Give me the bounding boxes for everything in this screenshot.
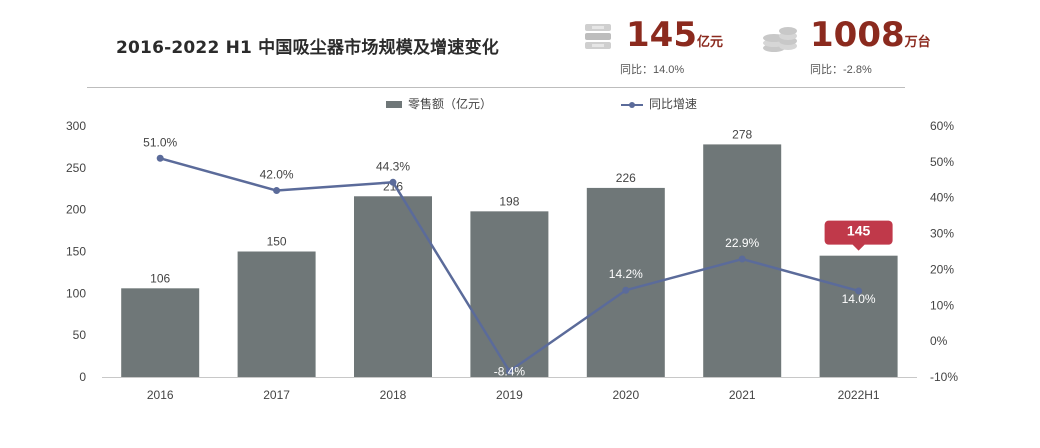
x-tick-label: 2020: [612, 388, 639, 402]
y-right-tick-label: 10%: [930, 298, 954, 312]
callout-value: 145: [847, 223, 871, 239]
volume-yoy: 同比：-2.8%: [810, 64, 872, 76]
legend-line-swatch: [621, 101, 643, 108]
sales-value: 145: [626, 15, 697, 55]
growth-point: [738, 255, 746, 263]
growth-point: [622, 286, 630, 294]
bar: [470, 211, 549, 377]
y-left-tick-label: 0: [79, 370, 86, 384]
x-tick-label: 2021: [729, 388, 756, 402]
sales-unit: 亿元: [696, 35, 723, 50]
growth-label: 22.9%: [725, 236, 759, 250]
growth-label: 44.3%: [376, 159, 410, 173]
legend-line: 同比增速: [621, 95, 697, 112]
legend-bar: 零售额（亿元）: [386, 95, 492, 112]
bar-value-label: 278: [732, 127, 752, 141]
growth-point: [855, 287, 863, 295]
y-right-tick-label: 30%: [930, 227, 954, 241]
growth-label: -8.4%: [494, 364, 526, 378]
legend-line-label: 同比增速: [649, 97, 698, 111]
bar-value-label: 198: [499, 194, 519, 208]
y-right-tick-label: 60%: [930, 119, 954, 133]
volume-value: 1008: [810, 15, 905, 55]
y-left-tick-label: 300: [66, 119, 86, 133]
bar: [354, 196, 432, 377]
y-left-tick-label: 50: [73, 328, 87, 342]
y-right-tick-label: 0%: [930, 334, 948, 348]
growth-label: 14.2%: [609, 267, 643, 281]
volume-unit: 万台: [904, 35, 931, 50]
y-right-tick-label: 50%: [930, 155, 954, 169]
bar: [237, 251, 316, 377]
callout-badge: [824, 220, 893, 251]
growth-point: [389, 178, 397, 186]
x-tick-label: 2018: [380, 388, 407, 402]
sales-yoy: 同比：14.0%: [620, 64, 685, 76]
bar-value-label: 106: [150, 271, 170, 285]
growth-label: 51.0%: [143, 135, 177, 149]
legend-bar-swatch: [386, 101, 402, 109]
y-left-tick-label: 150: [66, 245, 86, 259]
growth-point: [505, 367, 513, 375]
growth-point: [156, 154, 164, 162]
x-tick-label: 2017: [263, 388, 290, 402]
growth-label: 14.0%: [842, 292, 876, 306]
y-right-tick-label: 20%: [930, 262, 954, 276]
coins-icon: [763, 27, 797, 52]
y-left-tick-label: 100: [66, 286, 86, 300]
chart-title: 2016-2022 H1 中国吸尘器市场规模及增速变化: [116, 38, 499, 58]
x-tick-label: 2019: [496, 388, 523, 402]
y-right-tick-label: 40%: [930, 191, 954, 205]
bar-value-label: 150: [267, 235, 287, 249]
growth-label: 42.0%: [260, 168, 294, 182]
y-right-tick-label: -10%: [930, 370, 958, 384]
growth-point: [273, 187, 281, 195]
divider: [87, 87, 905, 88]
y-left-tick-label: 200: [66, 203, 86, 217]
bar: [819, 255, 898, 377]
bar-value-label: 226: [616, 171, 636, 185]
bar: [121, 288, 200, 377]
legend-bar-label: 零售额（亿元）: [408, 97, 493, 111]
y-left-tick-label: 250: [66, 161, 86, 175]
x-tick-label: 2016: [147, 388, 174, 402]
x-tick-label: 2022H1: [838, 388, 880, 402]
money-stack-icon: [585, 24, 611, 49]
